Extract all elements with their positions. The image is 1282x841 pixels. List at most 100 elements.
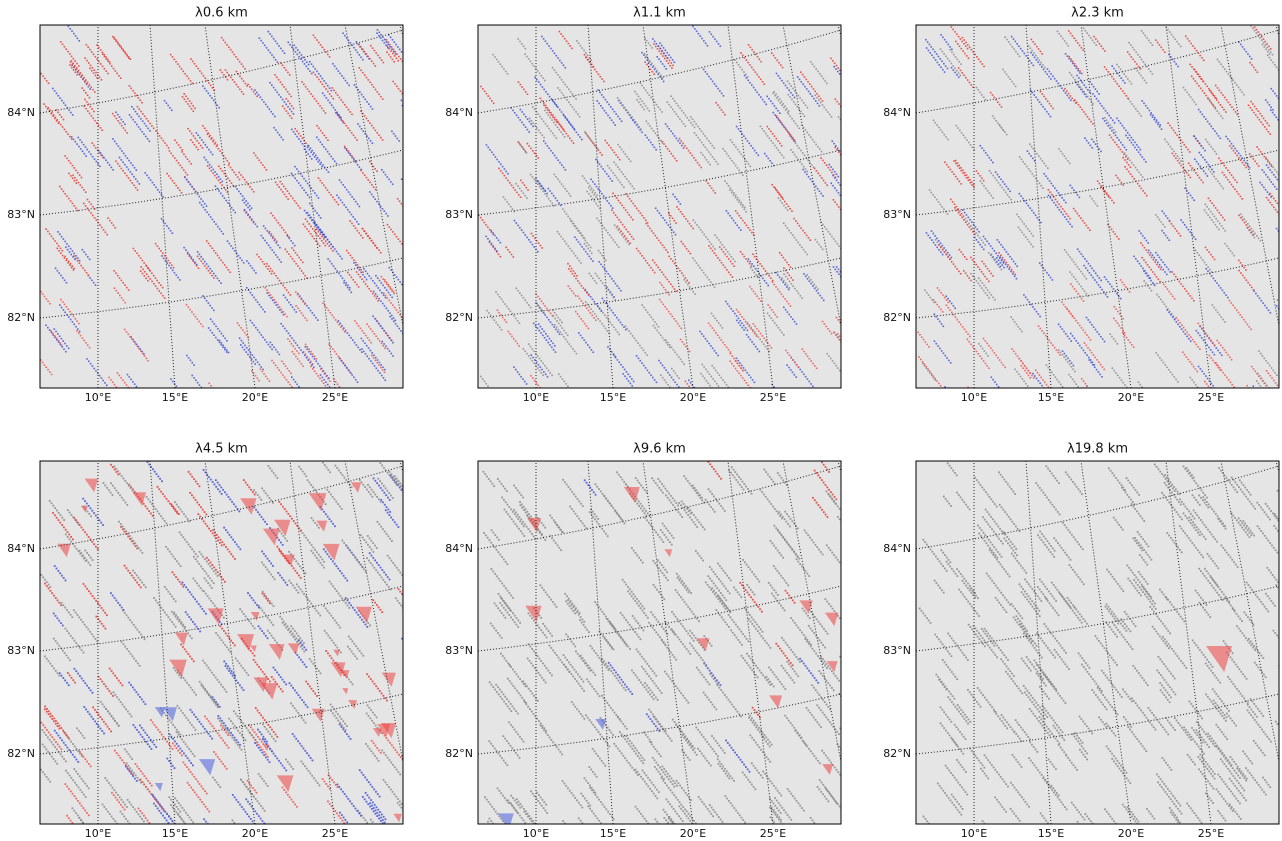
feature bbox=[72, 114, 74, 116]
feature bbox=[579, 298, 581, 300]
feature bbox=[612, 192, 614, 194]
feature bbox=[333, 90, 335, 92]
feature bbox=[746, 334, 748, 336]
feature bbox=[600, 105, 602, 107]
feature bbox=[610, 178, 612, 180]
feature bbox=[279, 224, 281, 226]
feature bbox=[323, 185, 325, 187]
feature bbox=[203, 157, 205, 159]
feature bbox=[76, 143, 78, 145]
feature bbox=[51, 112, 53, 114]
feature bbox=[544, 305, 546, 307]
feature bbox=[112, 113, 114, 115]
feature bbox=[314, 156, 316, 158]
feature bbox=[71, 136, 73, 138]
feature bbox=[327, 100, 329, 102]
feature bbox=[738, 318, 740, 320]
feature bbox=[679, 107, 681, 109]
feature bbox=[89, 347, 91, 349]
feature bbox=[296, 54, 298, 56]
feature bbox=[656, 237, 658, 239]
feature bbox=[45, 366, 47, 368]
feature bbox=[391, 48, 393, 50]
feature bbox=[332, 250, 334, 252]
feature bbox=[722, 327, 724, 329]
feature bbox=[351, 223, 353, 225]
feature bbox=[595, 273, 597, 275]
feature bbox=[570, 104, 572, 106]
feature bbox=[162, 196, 164, 198]
feature bbox=[281, 84, 283, 86]
feature bbox=[290, 256, 292, 258]
feature bbox=[802, 113, 804, 115]
feature bbox=[363, 281, 365, 283]
feature bbox=[741, 327, 743, 329]
feature bbox=[728, 155, 730, 157]
feature bbox=[419, 202, 421, 204]
feature bbox=[119, 122, 121, 124]
feature bbox=[280, 48, 282, 50]
feature bbox=[772, 112, 774, 114]
feature bbox=[546, 367, 548, 369]
feature bbox=[787, 112, 789, 114]
feature bbox=[149, 130, 151, 132]
feature bbox=[789, 83, 791, 85]
feature bbox=[631, 236, 633, 238]
feature bbox=[831, 172, 833, 174]
feature bbox=[279, 309, 281, 311]
feature bbox=[819, 105, 821, 107]
feature bbox=[370, 45, 372, 47]
feature bbox=[322, 46, 324, 48]
feature bbox=[588, 187, 590, 189]
feature bbox=[106, 58, 108, 60]
feature bbox=[288, 292, 290, 294]
feature bbox=[83, 153, 85, 155]
feature bbox=[782, 67, 784, 69]
feature bbox=[408, 293, 410, 295]
feature bbox=[842, 78, 844, 80]
feature bbox=[714, 350, 716, 352]
feature bbox=[537, 355, 539, 357]
feature bbox=[80, 148, 82, 150]
feature bbox=[823, 180, 825, 182]
feature bbox=[532, 360, 534, 362]
feature bbox=[528, 145, 530, 147]
feature bbox=[674, 381, 676, 383]
feature bbox=[659, 109, 661, 111]
feature bbox=[545, 374, 547, 376]
feature bbox=[783, 107, 785, 109]
feature bbox=[187, 128, 189, 130]
feature bbox=[550, 200, 552, 202]
feature bbox=[64, 256, 66, 258]
feature bbox=[829, 169, 831, 171]
feature bbox=[209, 168, 211, 170]
feature bbox=[190, 184, 192, 186]
feature bbox=[344, 186, 346, 188]
feature bbox=[514, 220, 516, 222]
feature bbox=[390, 229, 392, 231]
feature bbox=[563, 167, 565, 169]
feature bbox=[389, 267, 391, 269]
feature bbox=[145, 125, 147, 127]
feature bbox=[598, 220, 600, 222]
feature bbox=[76, 330, 78, 332]
feature bbox=[306, 348, 308, 350]
feature bbox=[591, 187, 593, 189]
feature bbox=[725, 249, 727, 251]
feature bbox=[552, 116, 554, 118]
feature bbox=[784, 201, 786, 203]
feature bbox=[61, 346, 63, 348]
feature bbox=[85, 342, 87, 344]
feature bbox=[831, 333, 833, 335]
feature bbox=[837, 71, 839, 73]
feature bbox=[115, 39, 117, 41]
feature bbox=[192, 105, 194, 107]
feature bbox=[701, 333, 703, 335]
feature bbox=[779, 77, 781, 79]
feature bbox=[645, 89, 647, 91]
feature bbox=[527, 118, 529, 120]
feature bbox=[799, 244, 801, 246]
feature bbox=[743, 71, 745, 73]
feature bbox=[287, 100, 289, 102]
feature bbox=[159, 135, 161, 137]
